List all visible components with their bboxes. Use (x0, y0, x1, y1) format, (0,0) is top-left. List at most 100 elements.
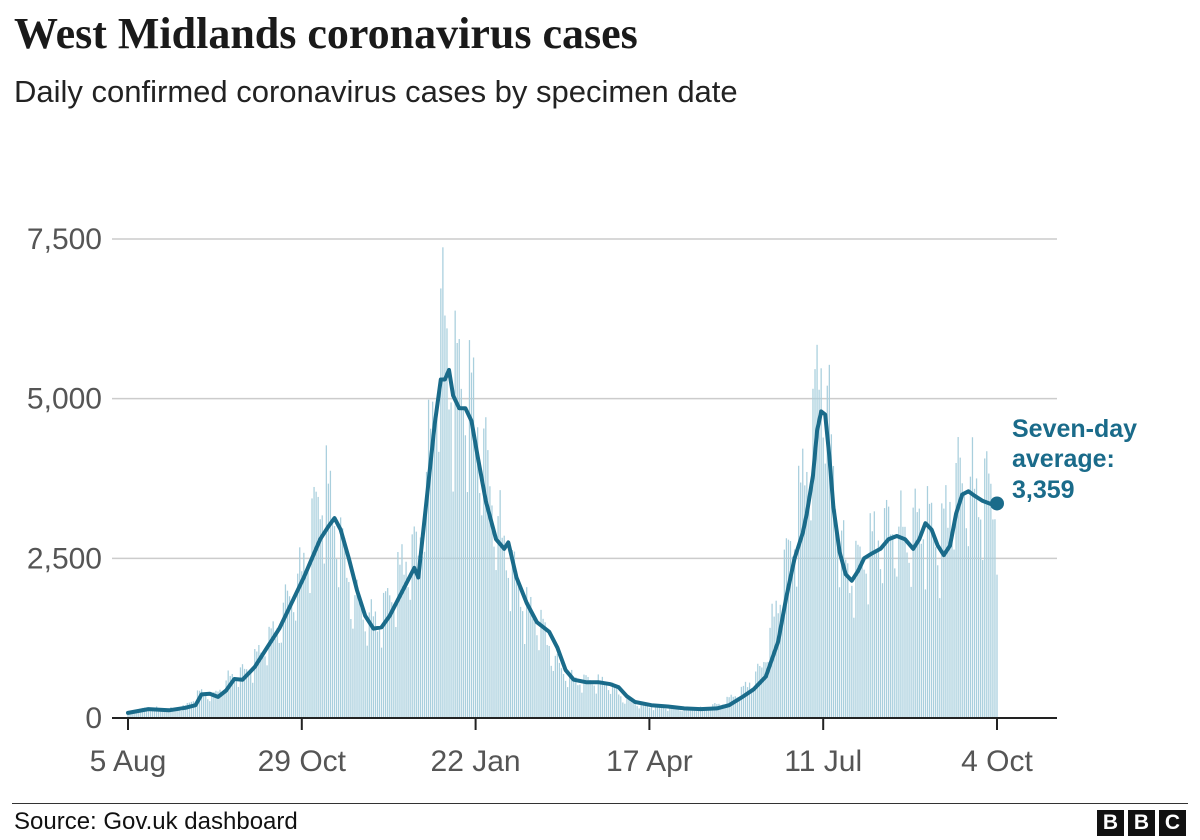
daily-case-bar (286, 590, 289, 718)
daily-case-bar (818, 389, 820, 718)
chart-title: West Midlands coronavirus cases (14, 9, 638, 58)
daily-case-bar (879, 569, 882, 718)
daily-case-bar (779, 604, 781, 718)
daily-case-bar (791, 556, 794, 718)
daily-case-bar (243, 668, 246, 718)
daily-case-bar (513, 551, 516, 718)
daily-case-bar (959, 457, 961, 718)
daily-case-bar (843, 520, 845, 718)
daily-case-bar (505, 570, 507, 718)
daily-case-bar (458, 339, 460, 718)
daily-case-bar (168, 708, 170, 718)
daily-case-bar (266, 665, 268, 718)
daily-case-bar (912, 507, 914, 718)
daily-case-bar (906, 552, 908, 718)
daily-case-bar (883, 508, 886, 718)
daily-case-bar (579, 684, 581, 718)
daily-case-bar (333, 526, 336, 718)
daily-case-bar (532, 618, 534, 718)
daily-case-bar (315, 491, 317, 718)
daily-case-bar (560, 668, 563, 718)
annotation-line-2: average: (1012, 445, 1115, 473)
daily-case-bar (949, 501, 951, 718)
daily-case-bar (170, 707, 172, 718)
daily-case-bar (611, 682, 614, 718)
daily-case-bar (781, 623, 783, 718)
daily-case-bar (155, 706, 158, 718)
daily-case-bar (429, 428, 432, 718)
daily-case-bar (403, 574, 405, 718)
daily-case-bar (589, 680, 591, 718)
daily-case-bar (542, 618, 544, 718)
daily-case-bar (626, 699, 628, 718)
daily-case-bar (761, 667, 763, 718)
daily-case-bar (697, 708, 700, 718)
daily-case-bar (748, 682, 751, 718)
daily-case-bar (887, 506, 890, 718)
daily-case-bar (977, 517, 980, 718)
daily-case-bar (630, 700, 632, 718)
daily-case-bar (663, 707, 665, 718)
daily-case-bar (550, 665, 552, 718)
y-tick-label: 5,000 (27, 383, 102, 416)
daily-case-bar (415, 531, 417, 718)
daily-case-bar (939, 598, 941, 718)
daily-case-bar (585, 675, 587, 718)
daily-case-bar (254, 649, 256, 718)
daily-case-bar (184, 705, 186, 718)
daily-case-bar (695, 711, 698, 718)
daily-case-bar (875, 551, 877, 718)
daily-case-bar (971, 437, 974, 718)
daily-case-bar (632, 701, 634, 718)
daily-case-bar (562, 673, 565, 718)
daily-case-bar (569, 674, 571, 718)
daily-case-bar (751, 688, 753, 718)
y-tick-labels: 0 2,500 5,000 7,500 (27, 223, 102, 735)
daily-case-bar (141, 707, 143, 718)
daily-case-bar (219, 689, 221, 718)
daily-case-bar (693, 710, 696, 718)
daily-case-bar (288, 596, 291, 718)
daily-case-bar (924, 589, 927, 718)
daily-case-bar (800, 482, 802, 718)
daily-case-bar (716, 704, 718, 718)
daily-case-bar (714, 703, 716, 718)
daily-case-bar (834, 509, 837, 718)
daily-case-bar (346, 577, 348, 718)
daily-case-bar (274, 638, 276, 718)
daily-case-bar (616, 687, 618, 718)
daily-case-bar (738, 700, 741, 718)
daily-case-bar (847, 563, 849, 718)
daily-case-bar (340, 517, 342, 718)
daily-case-bar (753, 687, 755, 718)
daily-case-bar (849, 593, 851, 718)
daily-case-bar (358, 599, 360, 718)
daily-case-bar (282, 602, 285, 718)
daily-case-bar (380, 647, 383, 718)
seven-day-average-end-marker (990, 496, 1004, 511)
daily-case-bar (910, 586, 912, 718)
daily-case-bar (194, 703, 197, 718)
daily-case-bar (207, 699, 209, 718)
daily-case-bar (405, 561, 407, 718)
daily-case-bar (364, 631, 366, 718)
daily-case-bar (327, 483, 330, 718)
daily-case-bar (307, 565, 309, 718)
daily-case-bar (683, 707, 685, 718)
daily-case-bar (499, 490, 501, 718)
daily-case-bar (382, 592, 385, 718)
daily-case-bar (673, 706, 675, 718)
footer-divider (12, 803, 1188, 804)
daily-case-bar (951, 541, 953, 718)
daily-case-bar (605, 684, 608, 718)
daily-case-bar (354, 595, 356, 718)
daily-case-bar (209, 701, 211, 718)
y-tick-label: 2,500 (27, 542, 102, 575)
daily-case-bar (477, 427, 479, 718)
daily-case-bar (742, 685, 745, 718)
daily-case-bars (127, 247, 998, 718)
x-tick-label: 17 Apr (606, 745, 693, 778)
bbc-logo-letter: B (1097, 810, 1124, 836)
daily-case-bar (865, 573, 867, 718)
daily-case-bar (434, 420, 436, 718)
